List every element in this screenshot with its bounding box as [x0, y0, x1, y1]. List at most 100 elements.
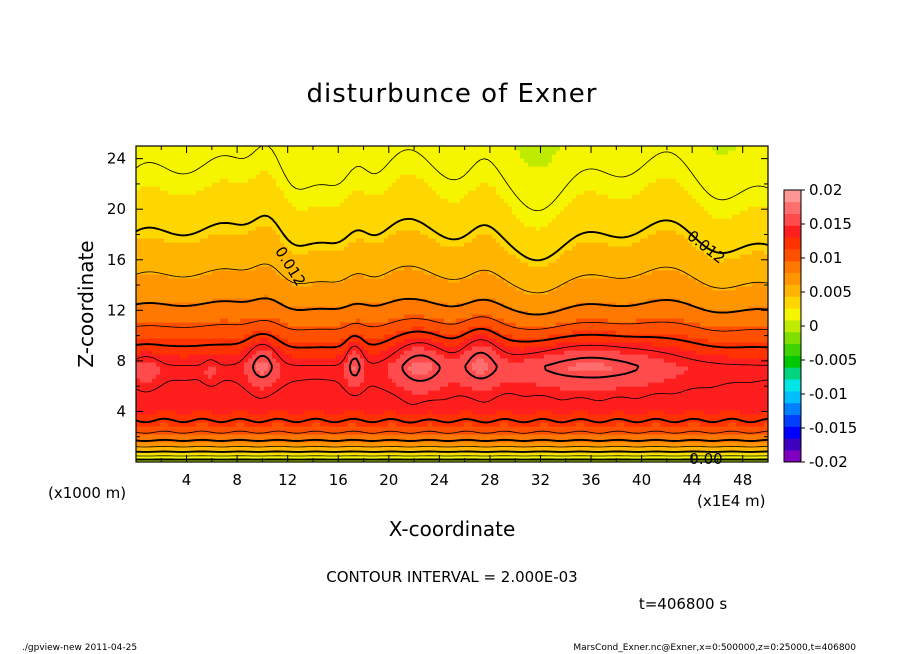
field-cell	[576, 406, 581, 411]
field-cell	[292, 362, 297, 367]
field-cell	[176, 382, 181, 387]
field-cell	[540, 374, 545, 379]
field-cell	[624, 406, 629, 411]
field-cell	[208, 394, 213, 399]
field-cell	[136, 394, 141, 399]
field-cell	[240, 446, 245, 451]
field-cell	[648, 414, 653, 419]
field-cell	[592, 430, 597, 435]
field-cell	[212, 422, 217, 427]
field-cell	[712, 446, 717, 451]
field-cell	[516, 342, 521, 347]
field-cell	[508, 358, 513, 363]
field-cell	[628, 446, 633, 451]
field-cell	[720, 442, 725, 447]
field-cell	[320, 410, 325, 415]
field-cell	[152, 442, 157, 447]
field-cell	[432, 402, 437, 407]
field-cell	[388, 434, 393, 439]
field-cell	[564, 430, 569, 435]
field-cell	[556, 366, 561, 371]
field-cell	[632, 418, 637, 423]
field-cell	[364, 374, 369, 379]
field-cell	[724, 446, 729, 451]
field-cell	[692, 430, 697, 435]
field-cell	[656, 410, 661, 415]
field-cell	[232, 422, 237, 427]
field-cell	[416, 406, 421, 411]
field-cell	[308, 374, 313, 379]
field-cell	[156, 350, 161, 355]
field-cell	[688, 414, 693, 419]
field-cell	[700, 398, 705, 403]
field-cell	[192, 346, 197, 351]
field-cell	[452, 422, 457, 427]
field-cell	[180, 414, 185, 419]
field-cell	[708, 374, 713, 379]
field-cell	[168, 430, 173, 435]
field-cell	[500, 362, 505, 367]
field-cell	[160, 418, 165, 423]
field-cell	[576, 382, 581, 387]
field-cell	[332, 358, 337, 363]
field-cell	[732, 398, 737, 403]
field-cell	[388, 422, 393, 427]
field-cell	[516, 426, 521, 431]
field-cell	[660, 426, 665, 431]
field-cell	[184, 338, 189, 343]
field-cell	[260, 390, 265, 395]
field-cell	[492, 338, 497, 343]
field-cell	[172, 362, 177, 367]
field-cell	[720, 378, 725, 383]
field-cell	[252, 374, 257, 379]
field-cell	[312, 446, 317, 451]
field-cell	[320, 374, 325, 379]
field-cell	[328, 394, 333, 399]
field-cell	[464, 430, 469, 435]
field-cell	[352, 346, 357, 351]
field-cell	[292, 430, 297, 435]
field-cell	[252, 410, 257, 415]
field-cell	[492, 414, 497, 419]
field-cell	[204, 346, 209, 351]
field-cell	[660, 406, 665, 411]
field-cell	[504, 390, 509, 395]
field-cell	[324, 346, 329, 351]
field-cell	[460, 374, 465, 379]
field-cell	[532, 346, 537, 351]
field-cell	[528, 362, 533, 367]
field-cell	[148, 430, 153, 435]
field-cell	[396, 366, 401, 371]
field-cell	[604, 354, 609, 359]
field-cell	[308, 398, 313, 403]
field-cell	[328, 434, 333, 439]
field-cell	[148, 334, 153, 339]
field-cell	[368, 402, 373, 407]
field-cell	[636, 434, 641, 439]
field-cell	[500, 434, 505, 439]
field-cell	[684, 350, 689, 355]
field-cell	[764, 366, 768, 371]
field-cell	[332, 370, 337, 375]
field-cell	[400, 338, 405, 343]
field-cell	[384, 354, 389, 359]
field-cell	[688, 378, 693, 383]
field-cell	[188, 362, 193, 367]
field-cell	[508, 422, 513, 427]
field-cell	[380, 366, 385, 371]
field-cell	[656, 402, 661, 407]
field-cell	[672, 366, 677, 371]
field-cell	[356, 402, 361, 407]
field-cell	[432, 366, 437, 371]
field-cell	[600, 382, 605, 387]
field-cell	[504, 370, 509, 375]
field-cell	[276, 394, 281, 399]
field-cell	[540, 394, 545, 399]
field-cell	[192, 414, 197, 419]
field-cell	[148, 346, 153, 351]
field-cell	[444, 358, 449, 363]
field-cell	[724, 366, 729, 371]
field-cell	[280, 446, 285, 451]
field-cell	[656, 442, 661, 447]
field-cell	[688, 398, 693, 403]
